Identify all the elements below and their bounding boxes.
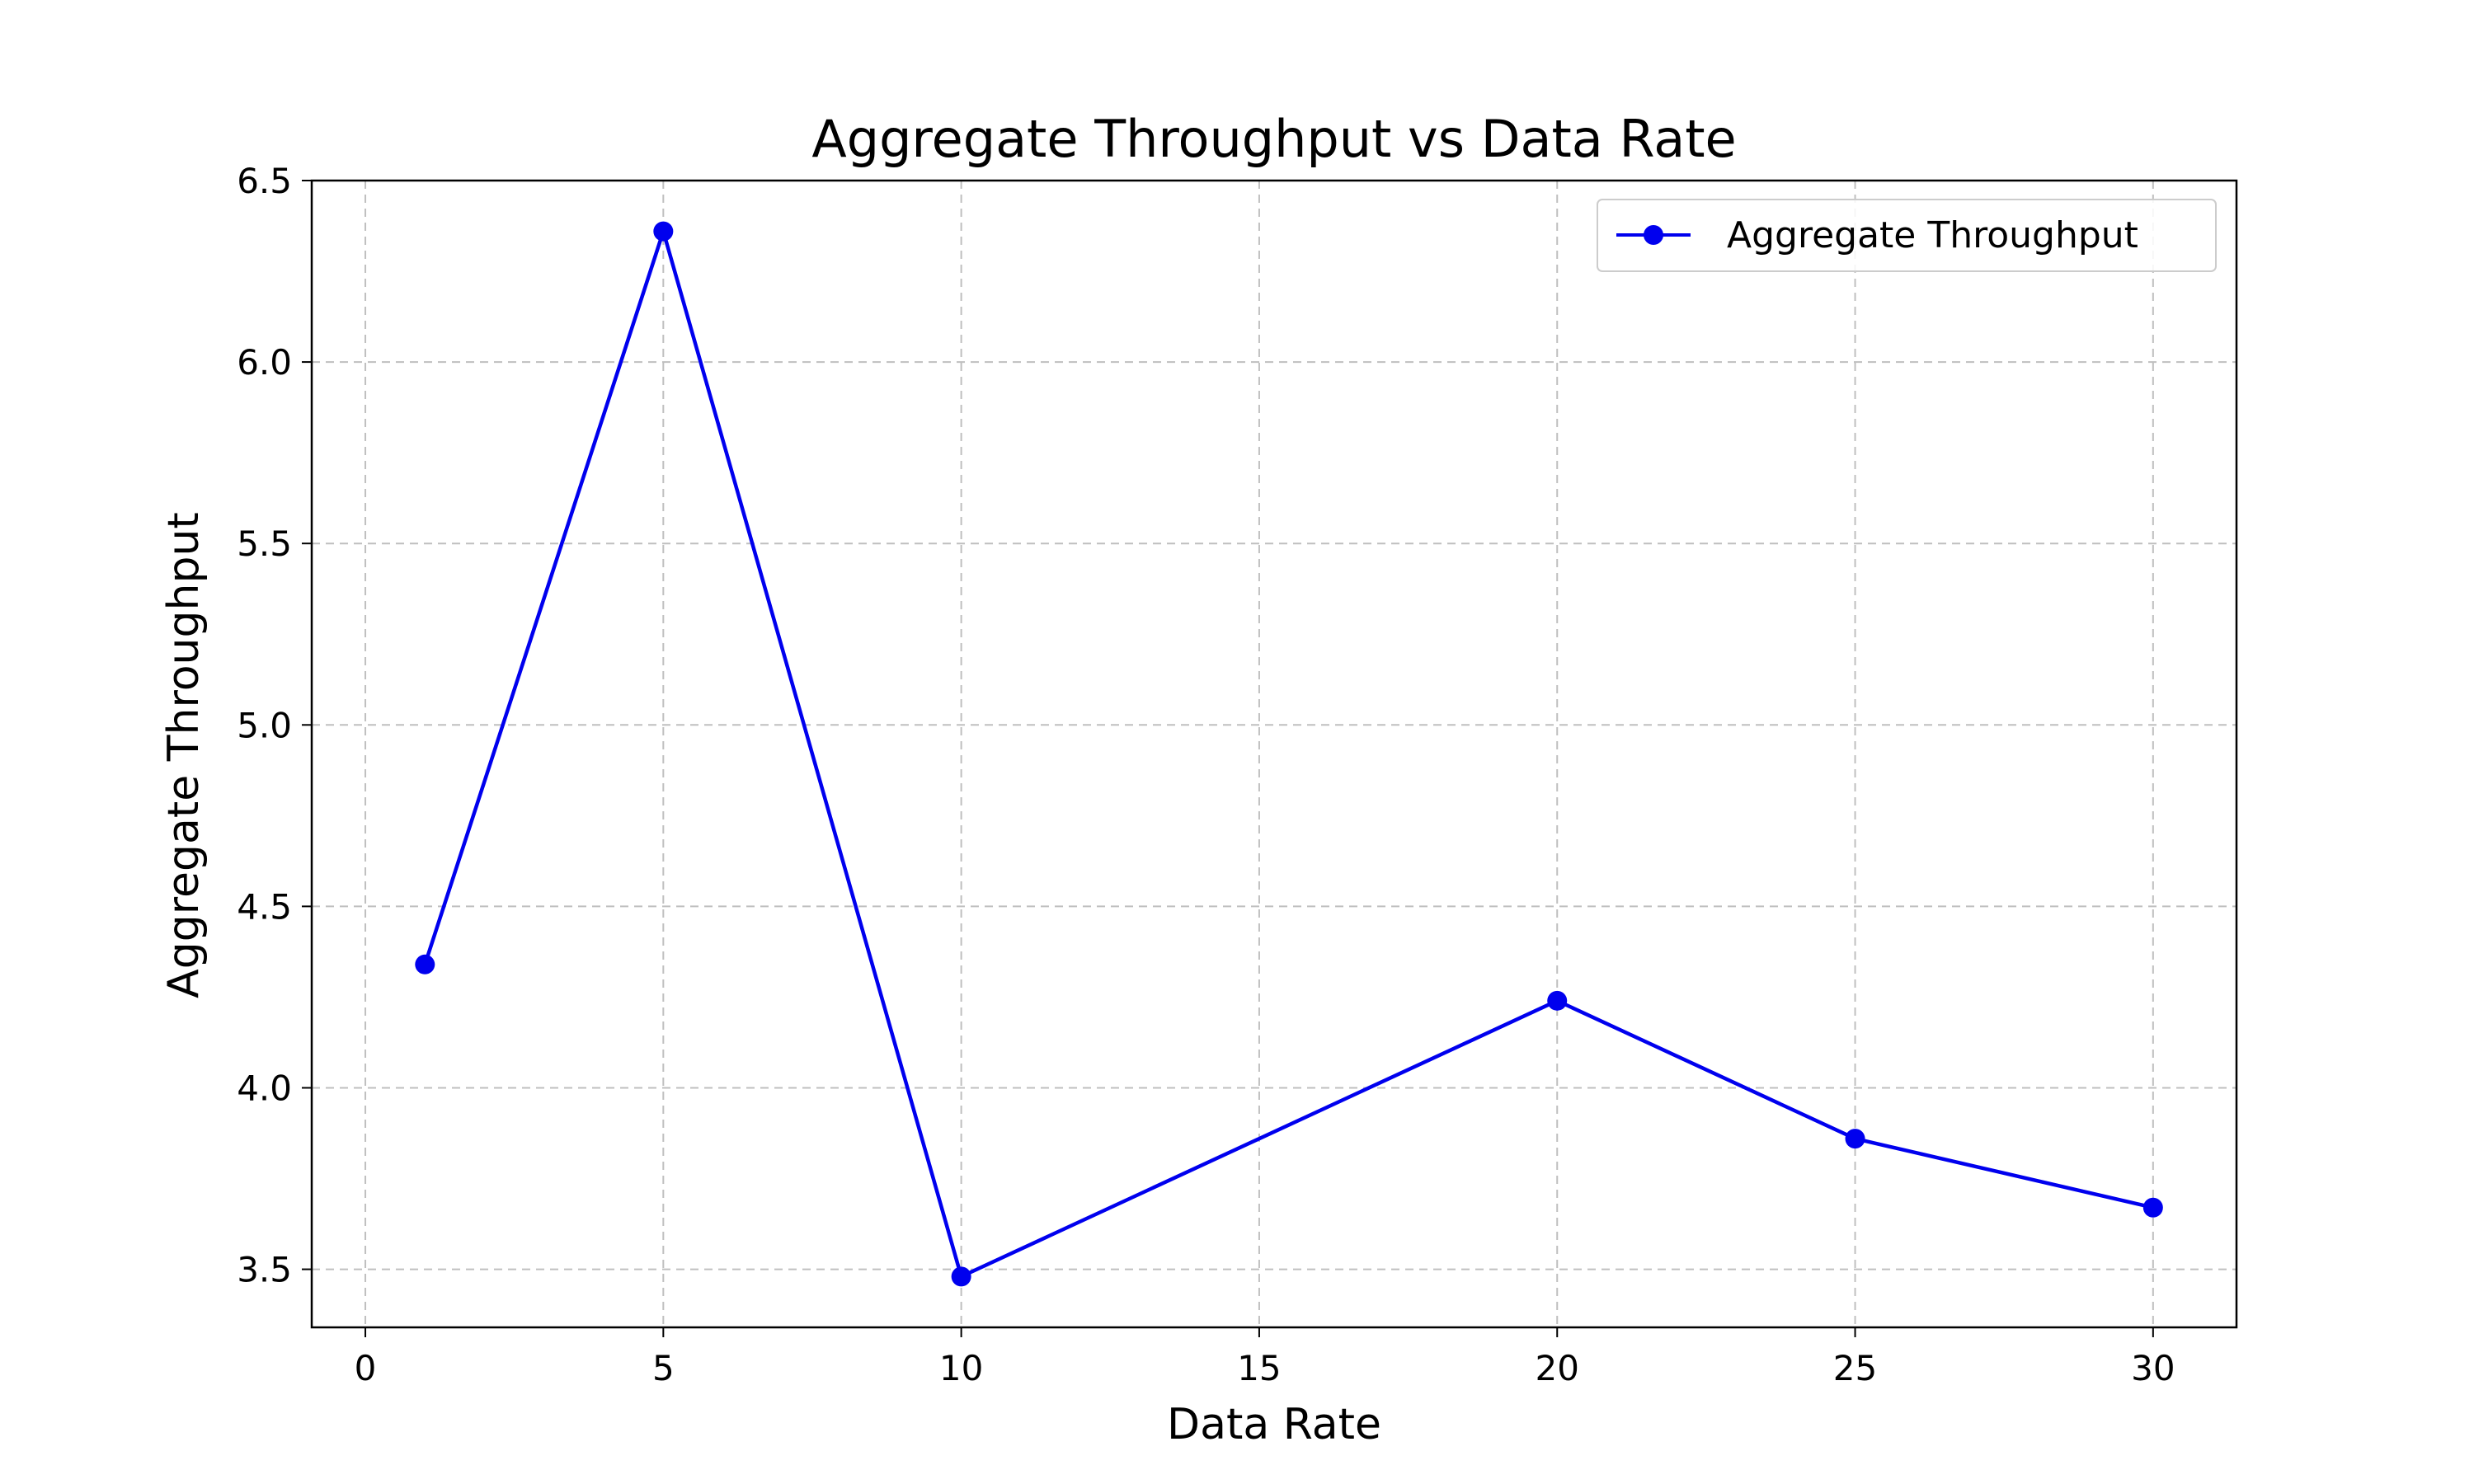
axis-ticks: 0 5 10 15 20 25 30 3.5 4.0 4.5 5.0 5.5 6.0 6.5 <box>237 161 2175 1388</box>
x-axis-label: Data Rate <box>1167 1400 1381 1449</box>
x-tick-label: 30 <box>2131 1348 2175 1388</box>
chart-title: Aggregate Throughput vs Data Rate <box>811 109 1736 169</box>
y-tick-label: 5.5 <box>237 524 292 564</box>
data-point <box>653 221 674 242</box>
x-tick-label: 10 <box>939 1348 983 1388</box>
x-tick-label: 25 <box>1833 1348 1877 1388</box>
legend-box <box>1597 199 2217 272</box>
y-tick-label: 5.0 <box>237 705 292 745</box>
data-point <box>2142 1197 2163 1218</box>
legend-marker-swatch <box>1644 225 1663 245</box>
series-line <box>423 229 2154 1279</box>
data-point <box>1547 990 1568 1011</box>
legend-label: Aggregate Throughput <box>1727 214 2138 256</box>
plot-frame <box>310 179 2238 1329</box>
data-point <box>415 954 435 974</box>
y-tick-label: 4.5 <box>237 886 292 927</box>
y-tick-label: 3.5 <box>237 1250 292 1290</box>
legend: Aggregate Throughput <box>1597 199 2217 272</box>
x-tick-label: 20 <box>1536 1348 1579 1388</box>
y-tick-label: 4.0 <box>237 1068 292 1108</box>
y-tick-label: 6.5 <box>237 161 292 201</box>
x-tick-label: 0 <box>355 1348 377 1388</box>
data-point <box>951 1266 971 1287</box>
grid <box>312 180 2236 1327</box>
y-axis-label: Aggregate Throughput <box>159 512 209 998</box>
series-layer <box>415 221 2163 1287</box>
y-tick-label: 6.0 <box>237 342 292 383</box>
x-tick-label: 5 <box>652 1348 675 1388</box>
data-point <box>1845 1129 1865 1149</box>
x-tick-label: 15 <box>1237 1348 1281 1388</box>
